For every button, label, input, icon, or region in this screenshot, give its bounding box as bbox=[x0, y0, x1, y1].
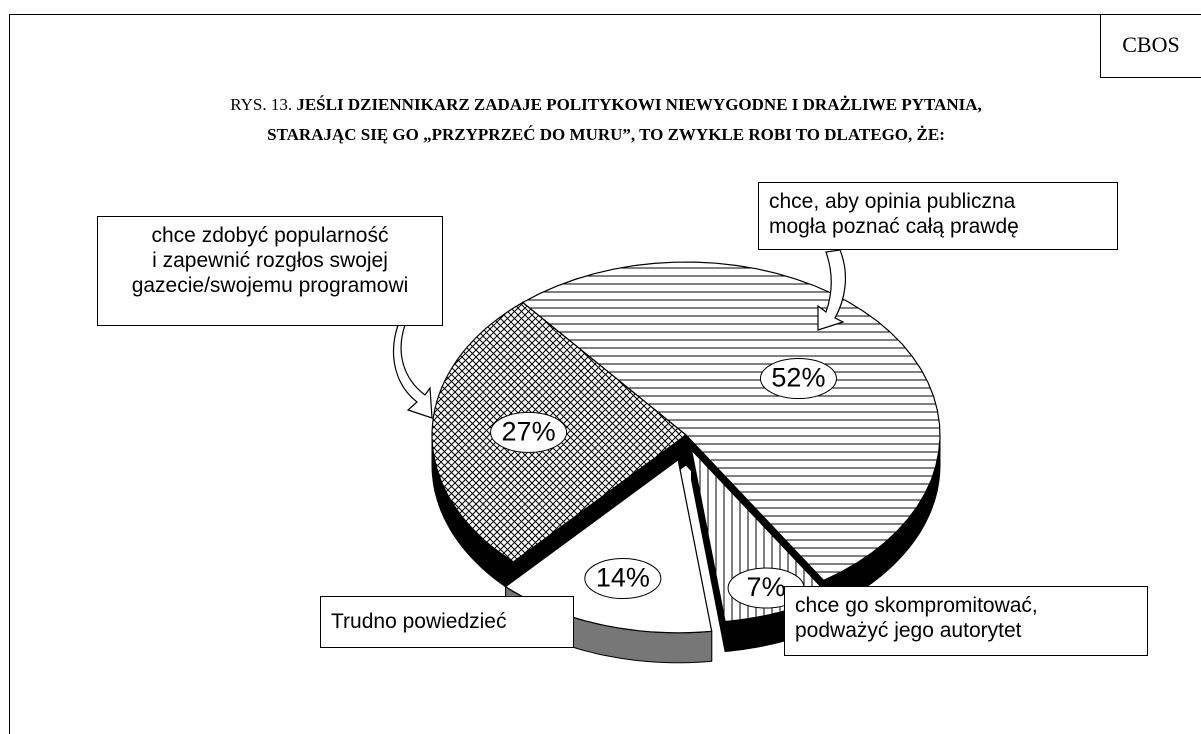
pie: 52% 7% 14% 27% bbox=[431, 261, 941, 664]
category-label: chce zdobyć popularność i zapewnić rozgł… bbox=[97, 216, 443, 326]
arrow bbox=[817, 249, 846, 331]
figure-label: RYS. 13. bbox=[230, 95, 293, 114]
category-label: Trudno powiedzieć bbox=[320, 596, 574, 648]
value-label: 14% bbox=[596, 563, 650, 593]
value-label: 7% bbox=[747, 572, 786, 602]
title-text: JEŚLI DZIENNIKARZ ZADAJE POLITYKOWI NIEW… bbox=[267, 95, 982, 144]
value-label-oval bbox=[584, 558, 662, 600]
category-label: chce, aby opinia publiczna mogła poznać … bbox=[758, 182, 1118, 250]
category-label: chce go skompromitować, podważyć jego au… bbox=[784, 586, 1148, 656]
value-label-oval bbox=[759, 358, 837, 400]
source: CBOS bbox=[1100, 14, 1201, 78]
value-label-oval bbox=[490, 411, 568, 453]
slice bbox=[521, 261, 941, 582]
chart-title: RYS. 13. JEŚLI DZIENNIKARZ ZADAJE POLITY… bbox=[40, 90, 1172, 150]
value-label: 27% bbox=[502, 417, 556, 447]
arrow bbox=[392, 324, 433, 419]
value-label: 52% bbox=[771, 363, 825, 393]
callout-arrows bbox=[392, 249, 846, 419]
